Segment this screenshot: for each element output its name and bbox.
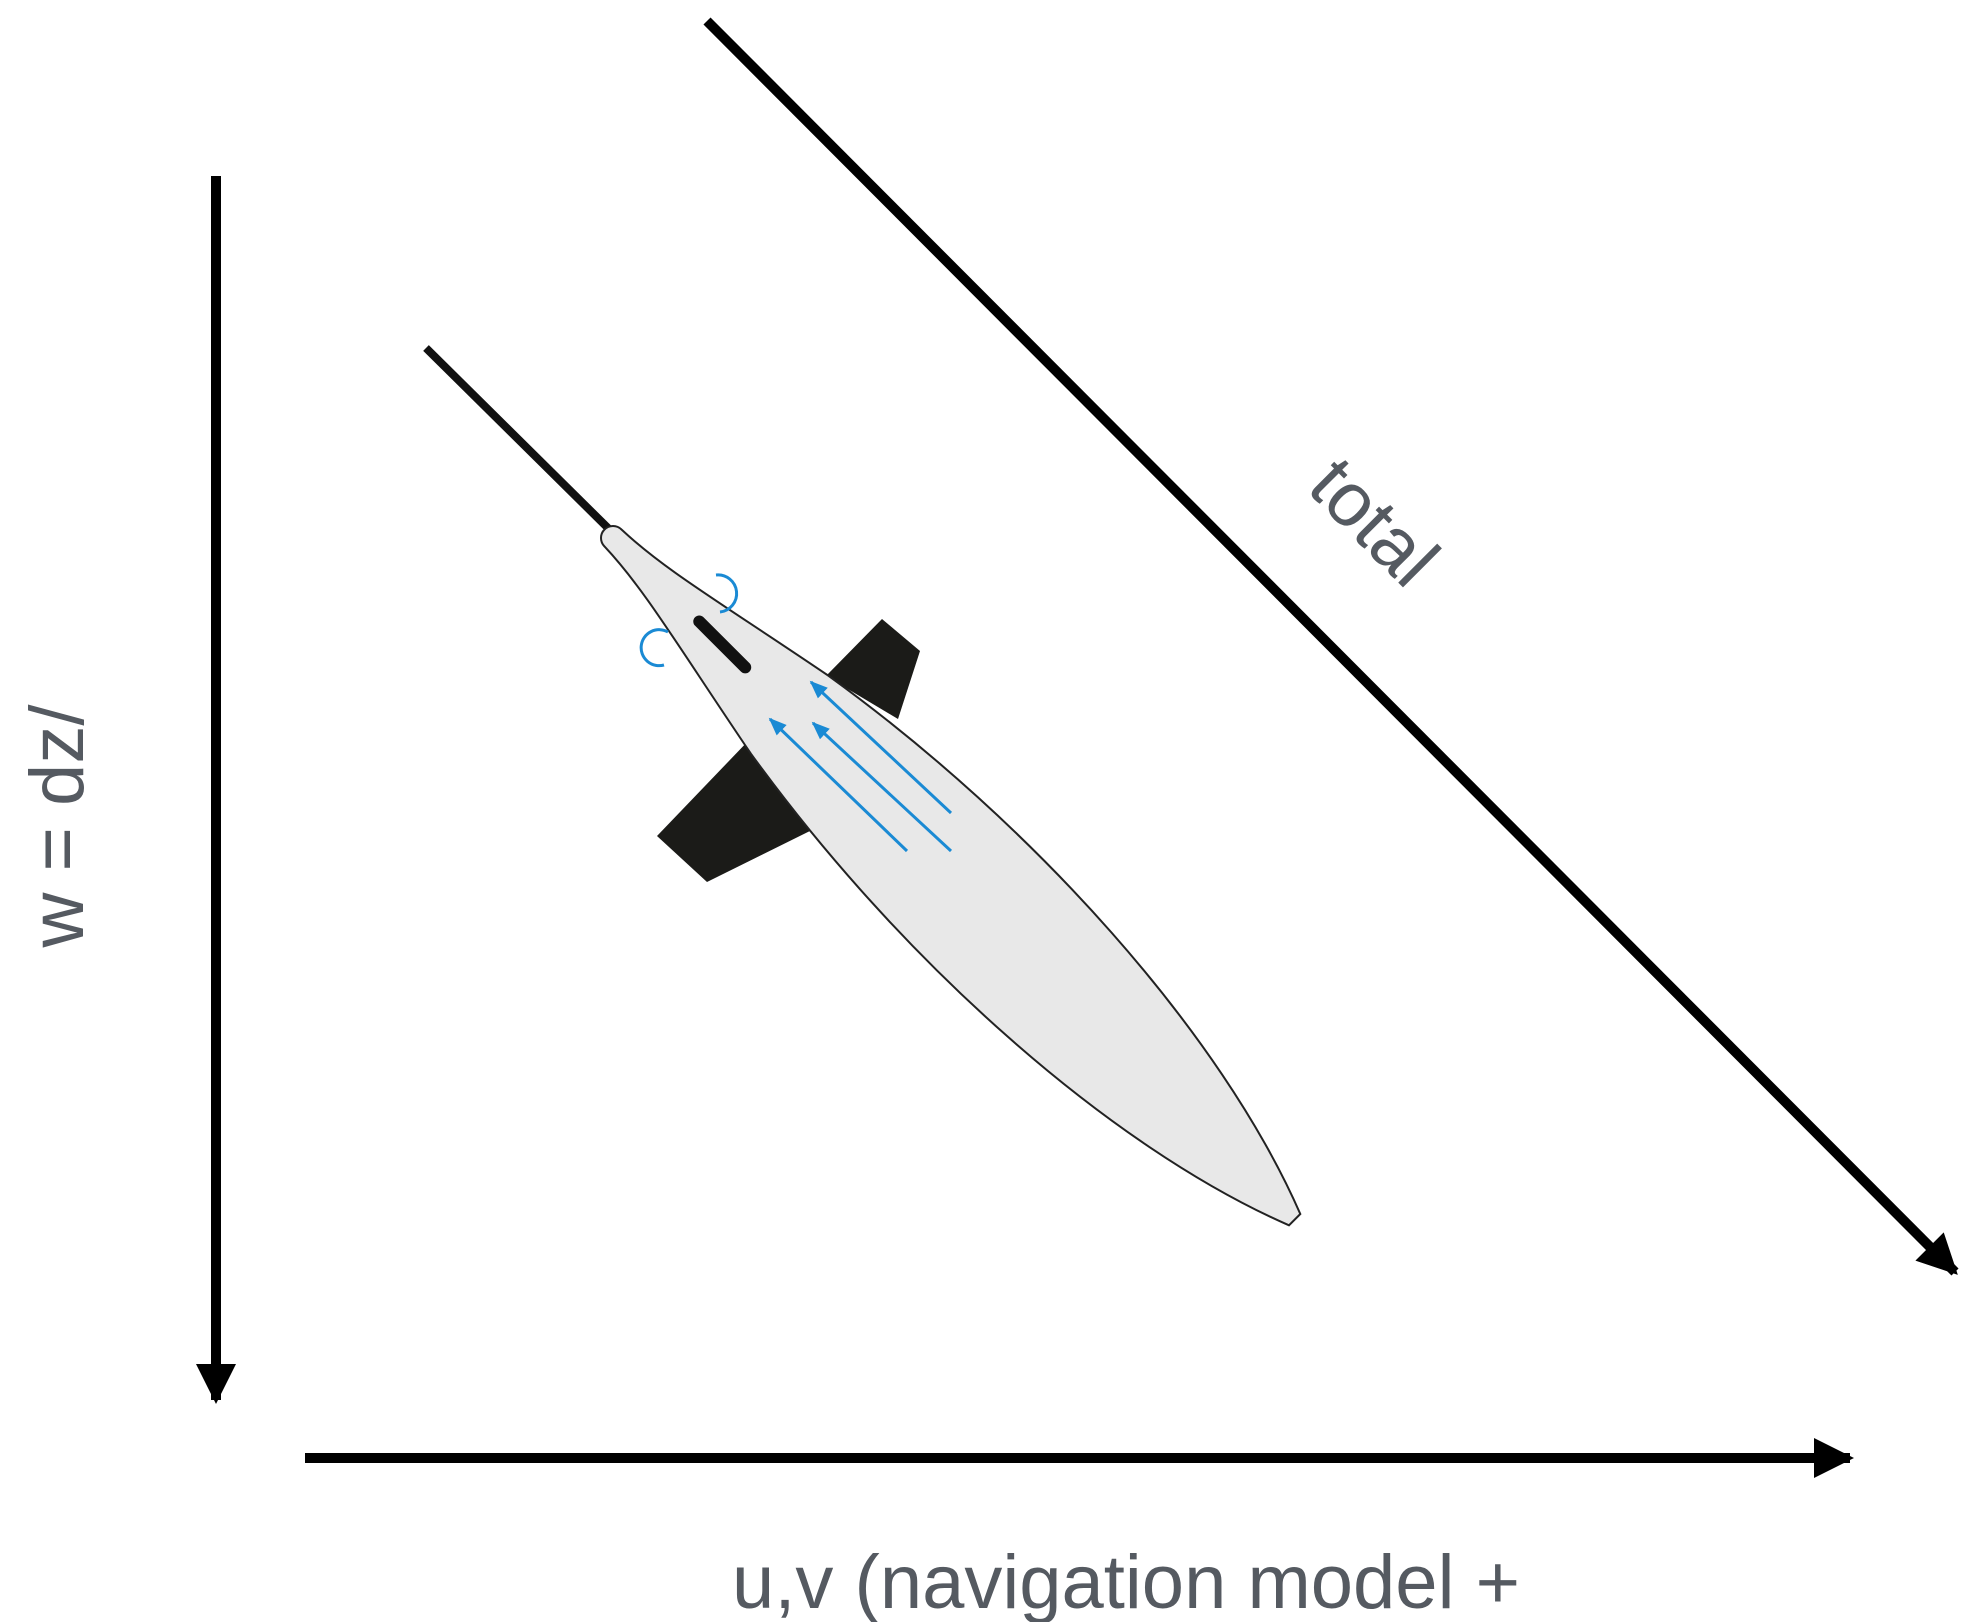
glider-body <box>600 525 1302 1227</box>
horizontal-label: u,v (navigation model + <box>732 1540 1520 1622</box>
wing-upper <box>826 619 920 719</box>
vortex <box>715 573 739 614</box>
flow-arrow <box>768 717 909 853</box>
vortex <box>639 628 669 668</box>
sensor <box>693 615 752 674</box>
glider <box>423 345 1302 1227</box>
flow-arrow <box>811 721 953 853</box>
vertical-label: w = dz/ <box>15 704 100 949</box>
total-label: total <box>1293 441 1455 603</box>
antenna <box>423 345 618 538</box>
wing-lower <box>657 738 820 882</box>
flow-arrow <box>809 680 953 815</box>
total-arrow <box>703 17 1959 1276</box>
